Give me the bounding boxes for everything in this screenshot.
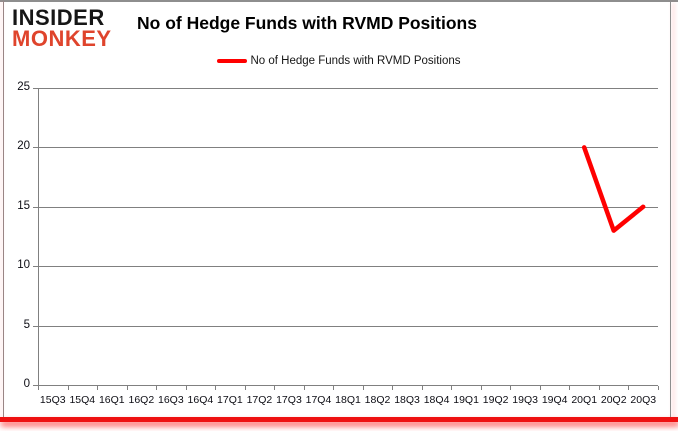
x-axis-tick [480, 386, 482, 390]
gridline [38, 206, 658, 208]
x-axis-tick [67, 386, 69, 390]
x-axis-tick [392, 386, 394, 390]
gridline [38, 147, 658, 149]
x-axis-tick [97, 386, 99, 390]
y-axis-label: 20 [17, 140, 30, 153]
x-axis-label: 17Q1 [217, 394, 243, 406]
x-axis-label: 20Q2 [600, 394, 627, 406]
x-axis-tick [215, 386, 217, 390]
frame-border-right [670, 1, 671, 418]
gridline [38, 266, 658, 268]
x-axis-tick [303, 386, 305, 390]
frame-border-top [0, 0, 678, 2]
x-axis-label: 18Q1 [335, 394, 361, 406]
x-axis-tick [421, 386, 423, 390]
logo-text-monkey: MONKEY [12, 25, 112, 51]
y-axis-label: 10 [17, 259, 30, 272]
x-axis-label: 16Q1 [98, 394, 125, 406]
legend-line-swatch [217, 59, 248, 63]
y-axis-tick [33, 88, 38, 89]
gridline [38, 325, 658, 327]
gridline [38, 88, 658, 89]
x-axis-label: 18Q4 [423, 394, 450, 406]
x-axis-tick [244, 386, 246, 390]
x-axis-label: 16Q4 [187, 394, 214, 406]
series-line [581, 145, 646, 233]
x-axis-tick [126, 386, 128, 390]
y-axis-label: 0 [23, 378, 30, 390]
y-axis-tick [33, 325, 38, 327]
frame-border-left [3, 1, 4, 418]
x-axis-tick [539, 386, 541, 390]
x-axis-label: 19Q1 [453, 394, 479, 406]
x-axis-tick [185, 386, 187, 390]
x-axis-tick [569, 386, 571, 390]
chart-title: No of Hedge Funds with RVMD Positions [137, 13, 477, 33]
x-axis-label: 17Q3 [276, 394, 302, 406]
insider-monkey-logo: INSIDER MONKEY [12, 5, 112, 51]
x-axis-label: 19Q4 [541, 394, 568, 406]
x-axis-label: 16Q3 [158, 394, 184, 406]
x-axis-tick [333, 386, 335, 390]
x-axis-tick [274, 386, 276, 390]
x-axis-label: 17Q4 [305, 394, 332, 406]
y-axis-tick [33, 266, 38, 268]
x-axis-tick [628, 386, 630, 390]
x-axis-tick [658, 386, 659, 390]
x-axis-tick [451, 386, 453, 390]
x-axis-tick [510, 386, 512, 390]
x-axis-label: 20Q3 [630, 394, 657, 406]
x-axis-label: 18Q2 [364, 394, 391, 406]
x-axis-label: 18Q3 [394, 394, 420, 406]
x-axis-label: 15Q4 [69, 394, 96, 406]
x-axis-tick [38, 386, 39, 390]
x-axis-label: 16Q2 [128, 394, 155, 406]
x-axis-label: 20Q1 [571, 394, 598, 406]
x-axis-label: 17Q2 [246, 394, 273, 406]
y-axis-tick [33, 147, 38, 149]
y-axis-line [38, 88, 39, 385]
y-axis-label: 5 [23, 318, 30, 331]
x-axis-tick [362, 386, 364, 390]
x-axis-label: 15Q3 [39, 394, 66, 406]
y-axis-label: 15 [17, 199, 30, 212]
x-axis-label: 19Q2 [482, 394, 509, 406]
chart-legend: No of Hedge Funds with RVMD Positions [0, 55, 678, 67]
y-axis-tick [33, 206, 38, 208]
x-axis-line [38, 385, 658, 386]
y-axis-label: 25 [17, 81, 30, 93]
legend-label: No of Hedge Funds with RVMD Positions [250, 55, 461, 67]
x-axis-tick [156, 386, 158, 390]
logo-text-insider: INSIDER [12, 5, 105, 30]
x-axis-tick [598, 386, 600, 390]
frame-border-bottom-red [0, 417, 678, 422]
y-axis-tick [33, 385, 38, 386]
x-axis-label: 19Q3 [512, 394, 538, 406]
